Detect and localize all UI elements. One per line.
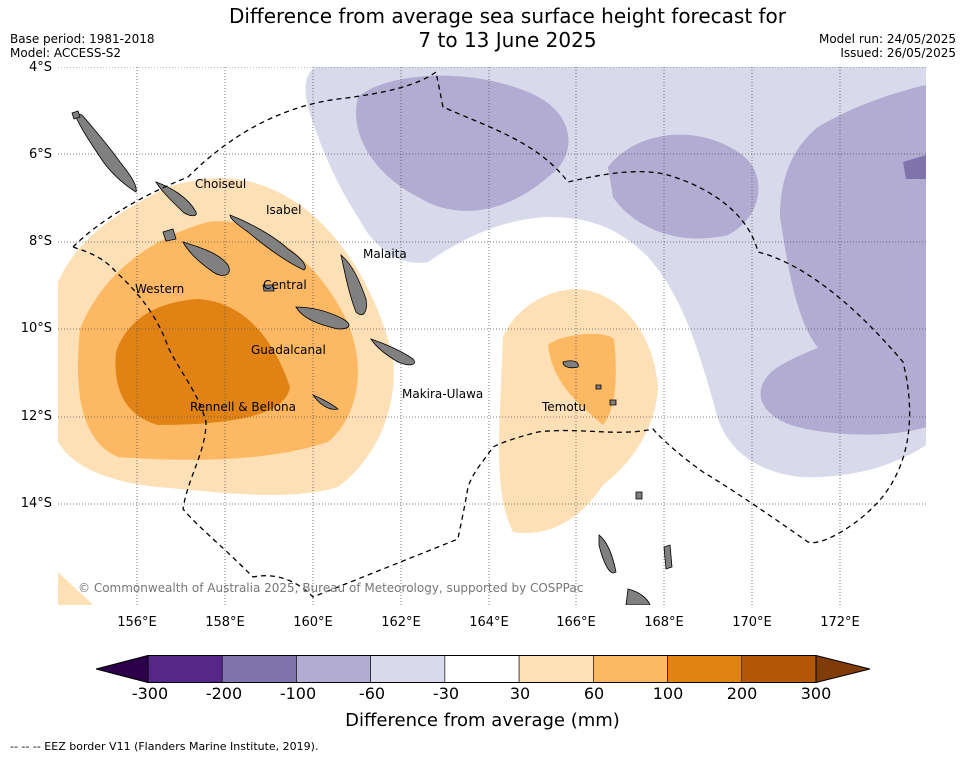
colorbar-tick-1: -200 [205, 684, 243, 703]
colorbar-swatch-8 [741, 655, 817, 683]
positive-anomaly-shading [58, 178, 658, 605]
model-run-text: Model run: 24/05/2025 [818, 32, 956, 46]
colorbar-swatch-6 [593, 655, 668, 683]
colorbar-tick-6: 60 [583, 684, 605, 703]
shade-minus-100-to-minus-200 [903, 155, 926, 179]
metadata-left: Base period: 1981-2018 Model: ACCESS-S2 [10, 32, 155, 60]
isabel-island [229, 214, 306, 271]
label-makira-ulawa: Makira-Ulawa [402, 387, 483, 401]
lat-label-12s: 12°S [20, 409, 52, 424]
colorbar-tick-0: -300 [131, 684, 169, 703]
label-rennell-bellona: Rennell & Bellona [190, 400, 296, 414]
province-labels: Choiseul Isabel Malaita Western Central … [135, 177, 586, 414]
malaita-island [340, 253, 367, 316]
copyright-text: © Commonwealth of Australia 2025, Bureau… [78, 581, 583, 595]
florida-islands [262, 284, 275, 292]
bougainville-island [73, 112, 137, 193]
guadalcanal-island [295, 306, 350, 330]
eez-footnote: -- -- -- EEZ border V11 (Flanders Marine… [10, 740, 319, 753]
shade-60-to-100-temotu [548, 333, 616, 425]
shade-minus-60-to-minus-100-a [356, 75, 569, 211]
colorbar-swatch-0 [147, 655, 223, 683]
negative-anomaly-shading [305, 67, 926, 478]
vanuatu-north [598, 534, 617, 574]
new-georgia-group [182, 241, 230, 276]
graticule [58, 67, 926, 605]
label-guadalcanal: Guadalcanal [251, 343, 326, 357]
eez-solomon-islands [71, 70, 911, 598]
makira-island [370, 338, 415, 366]
shade-100-to-200-west [115, 299, 291, 425]
lon-label-168e: 168°E [644, 615, 684, 630]
base-period-text: Base period: 1981-2018 [10, 32, 155, 46]
colorbar-tick-7: 100 [652, 684, 684, 703]
lat-label-6s: 6°S [28, 147, 52, 162]
label-western: Western [135, 282, 184, 296]
lon-label-170e: 170°E [732, 615, 772, 630]
colorbar-over-arrow [815, 655, 870, 683]
title-line-1: Difference from average sea surface heig… [228, 4, 787, 28]
lon-label-158e: 158°E [205, 615, 245, 630]
utupua-island [609, 399, 617, 406]
buka-island [71, 110, 81, 120]
metadata-right: Model run: 24/05/2025 Issued: 26/05/2025 [819, 32, 956, 60]
vanikoro-island [595, 384, 602, 390]
santa-cruz-island [562, 360, 579, 369]
land [71, 110, 673, 605]
colorbar-swatch-5 [518, 655, 594, 683]
label-choiseul: Choiseul [195, 177, 246, 191]
model-text: Model: ACCESS-S2 [10, 46, 122, 60]
vanuatu-banks [635, 491, 643, 500]
colorbar [96, 655, 870, 683]
lat-label-10s: 10°S [20, 321, 52, 336]
colorbar-swatch-4 [444, 655, 520, 683]
rennell-island [311, 394, 339, 410]
colorbar-tick-4: -30 [432, 684, 460, 703]
title-line-2: 7 to 13 June 2025 [418, 28, 597, 52]
lon-label-164e: 164°E [469, 615, 509, 630]
label-temotu: Temotu [541, 400, 586, 414]
sea-level-map: Choiseul Isabel Malaita Western Central … [58, 67, 926, 605]
lon-label-172e: 172°E [820, 615, 860, 630]
colorbar-swatch-7 [667, 655, 743, 683]
shade-30-to-60-temotu [499, 289, 658, 533]
lat-label-8s: 8°S [28, 234, 52, 249]
colorbar-tick-9: 300 [800, 684, 832, 703]
shade-minus-60-to-minus-100-d [760, 317, 926, 435]
lon-label-156e: 156°E [117, 615, 157, 630]
lon-label-160e: 160°E [293, 615, 333, 630]
map-title: Difference from average sea surface heig… [0, 4, 965, 52]
colorbar-swatch-1 [221, 655, 297, 683]
shade-30-to-60-corner [58, 572, 93, 605]
eez-border [71, 70, 911, 598]
lon-label-166e: 166°E [556, 615, 596, 630]
colorbar-swatch-2 [296, 655, 371, 683]
label-central: Central [263, 278, 307, 292]
lat-label-4s: 4°S [28, 60, 52, 75]
choiseul-island [155, 181, 197, 217]
shade-minus-60-to-minus-100-b [608, 134, 759, 239]
issued-text: Issued: 26/05/2025 [840, 46, 956, 60]
lon-label-162e: 162°E [381, 615, 421, 630]
colorbar-swatch-3 [370, 655, 446, 683]
colorbar-under-arrow [96, 655, 149, 683]
vella-lavella-island [162, 228, 177, 242]
label-malaita: Malaita [363, 247, 407, 261]
lat-label-14s: 14°S [20, 496, 52, 511]
colorbar-tick-8: 200 [726, 684, 758, 703]
colorbar-tick-5: 30 [509, 684, 531, 703]
vanuatu-east [663, 544, 673, 570]
colorbar-label: Difference from average (mm) [345, 710, 620, 731]
vanuatu-central [625, 588, 651, 605]
colorbar-tick-2: -100 [279, 684, 317, 703]
label-isabel: Isabel [266, 203, 301, 217]
colorbar-tick-3: -60 [358, 684, 386, 703]
